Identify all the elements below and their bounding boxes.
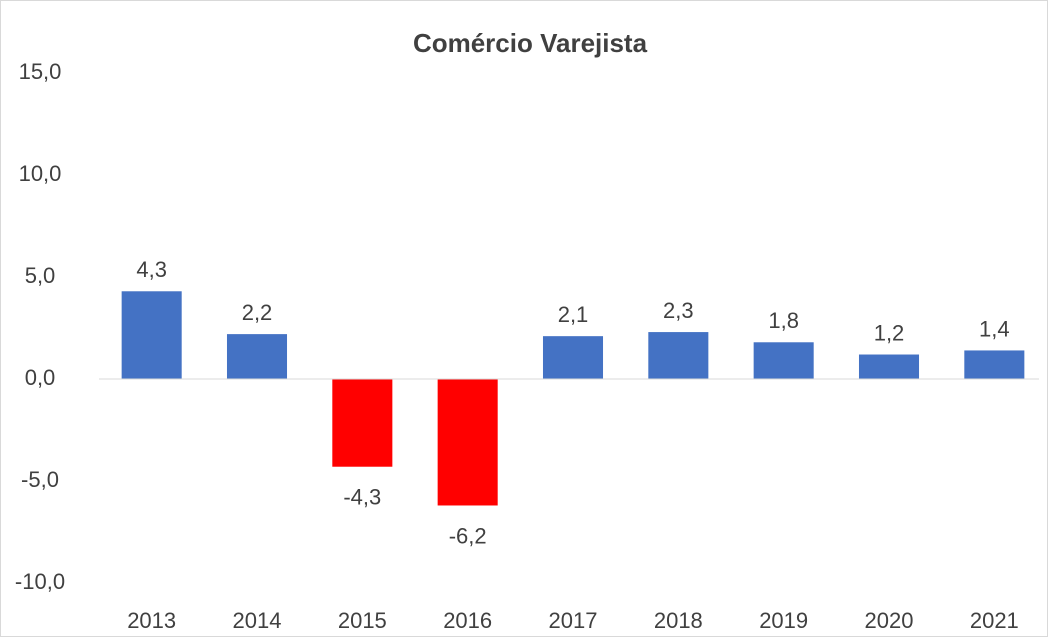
x-tick-label: 2018 bbox=[654, 608, 703, 633]
data-label: 4,3 bbox=[136, 257, 167, 282]
x-tick-label: 2019 bbox=[759, 608, 808, 633]
data-label: -6,2 bbox=[449, 523, 487, 548]
data-label: 1,8 bbox=[768, 308, 799, 333]
data-label: -4,3 bbox=[343, 485, 381, 510]
bar bbox=[226, 334, 288, 379]
bar bbox=[858, 354, 920, 379]
x-tick-label: 2014 bbox=[233, 608, 282, 633]
x-tick-label: 2021 bbox=[970, 608, 1019, 633]
bar bbox=[332, 379, 393, 467]
y-tick-label: -5,0 bbox=[21, 467, 59, 492]
bar bbox=[437, 379, 498, 506]
data-label: 2,3 bbox=[663, 298, 694, 323]
chart-title: Comércio Varejista bbox=[413, 28, 648, 58]
x-tick-label: 2013 bbox=[127, 608, 176, 633]
data-label: 1,2 bbox=[874, 320, 905, 345]
y-tick-label: 15,0 bbox=[19, 59, 62, 84]
data-label: 2,1 bbox=[558, 302, 589, 327]
data-label: 1,4 bbox=[979, 316, 1010, 341]
y-tick-label: 5,0 bbox=[25, 263, 56, 288]
bar bbox=[121, 291, 182, 379]
y-tick-label: -10,0 bbox=[15, 569, 65, 594]
data-label: 2,2 bbox=[242, 300, 273, 325]
x-tick-label: 2015 bbox=[338, 608, 387, 633]
y-tick-label: 0,0 bbox=[25, 365, 56, 390]
bar bbox=[753, 342, 814, 379]
x-tick-label: 2020 bbox=[865, 608, 914, 633]
bar bbox=[964, 350, 1025, 379]
bar bbox=[542, 336, 604, 379]
y-tick-label: 10,0 bbox=[19, 161, 62, 186]
x-tick-label: 2016 bbox=[443, 608, 492, 633]
x-tick-label: 2017 bbox=[549, 608, 598, 633]
bar bbox=[648, 332, 709, 379]
